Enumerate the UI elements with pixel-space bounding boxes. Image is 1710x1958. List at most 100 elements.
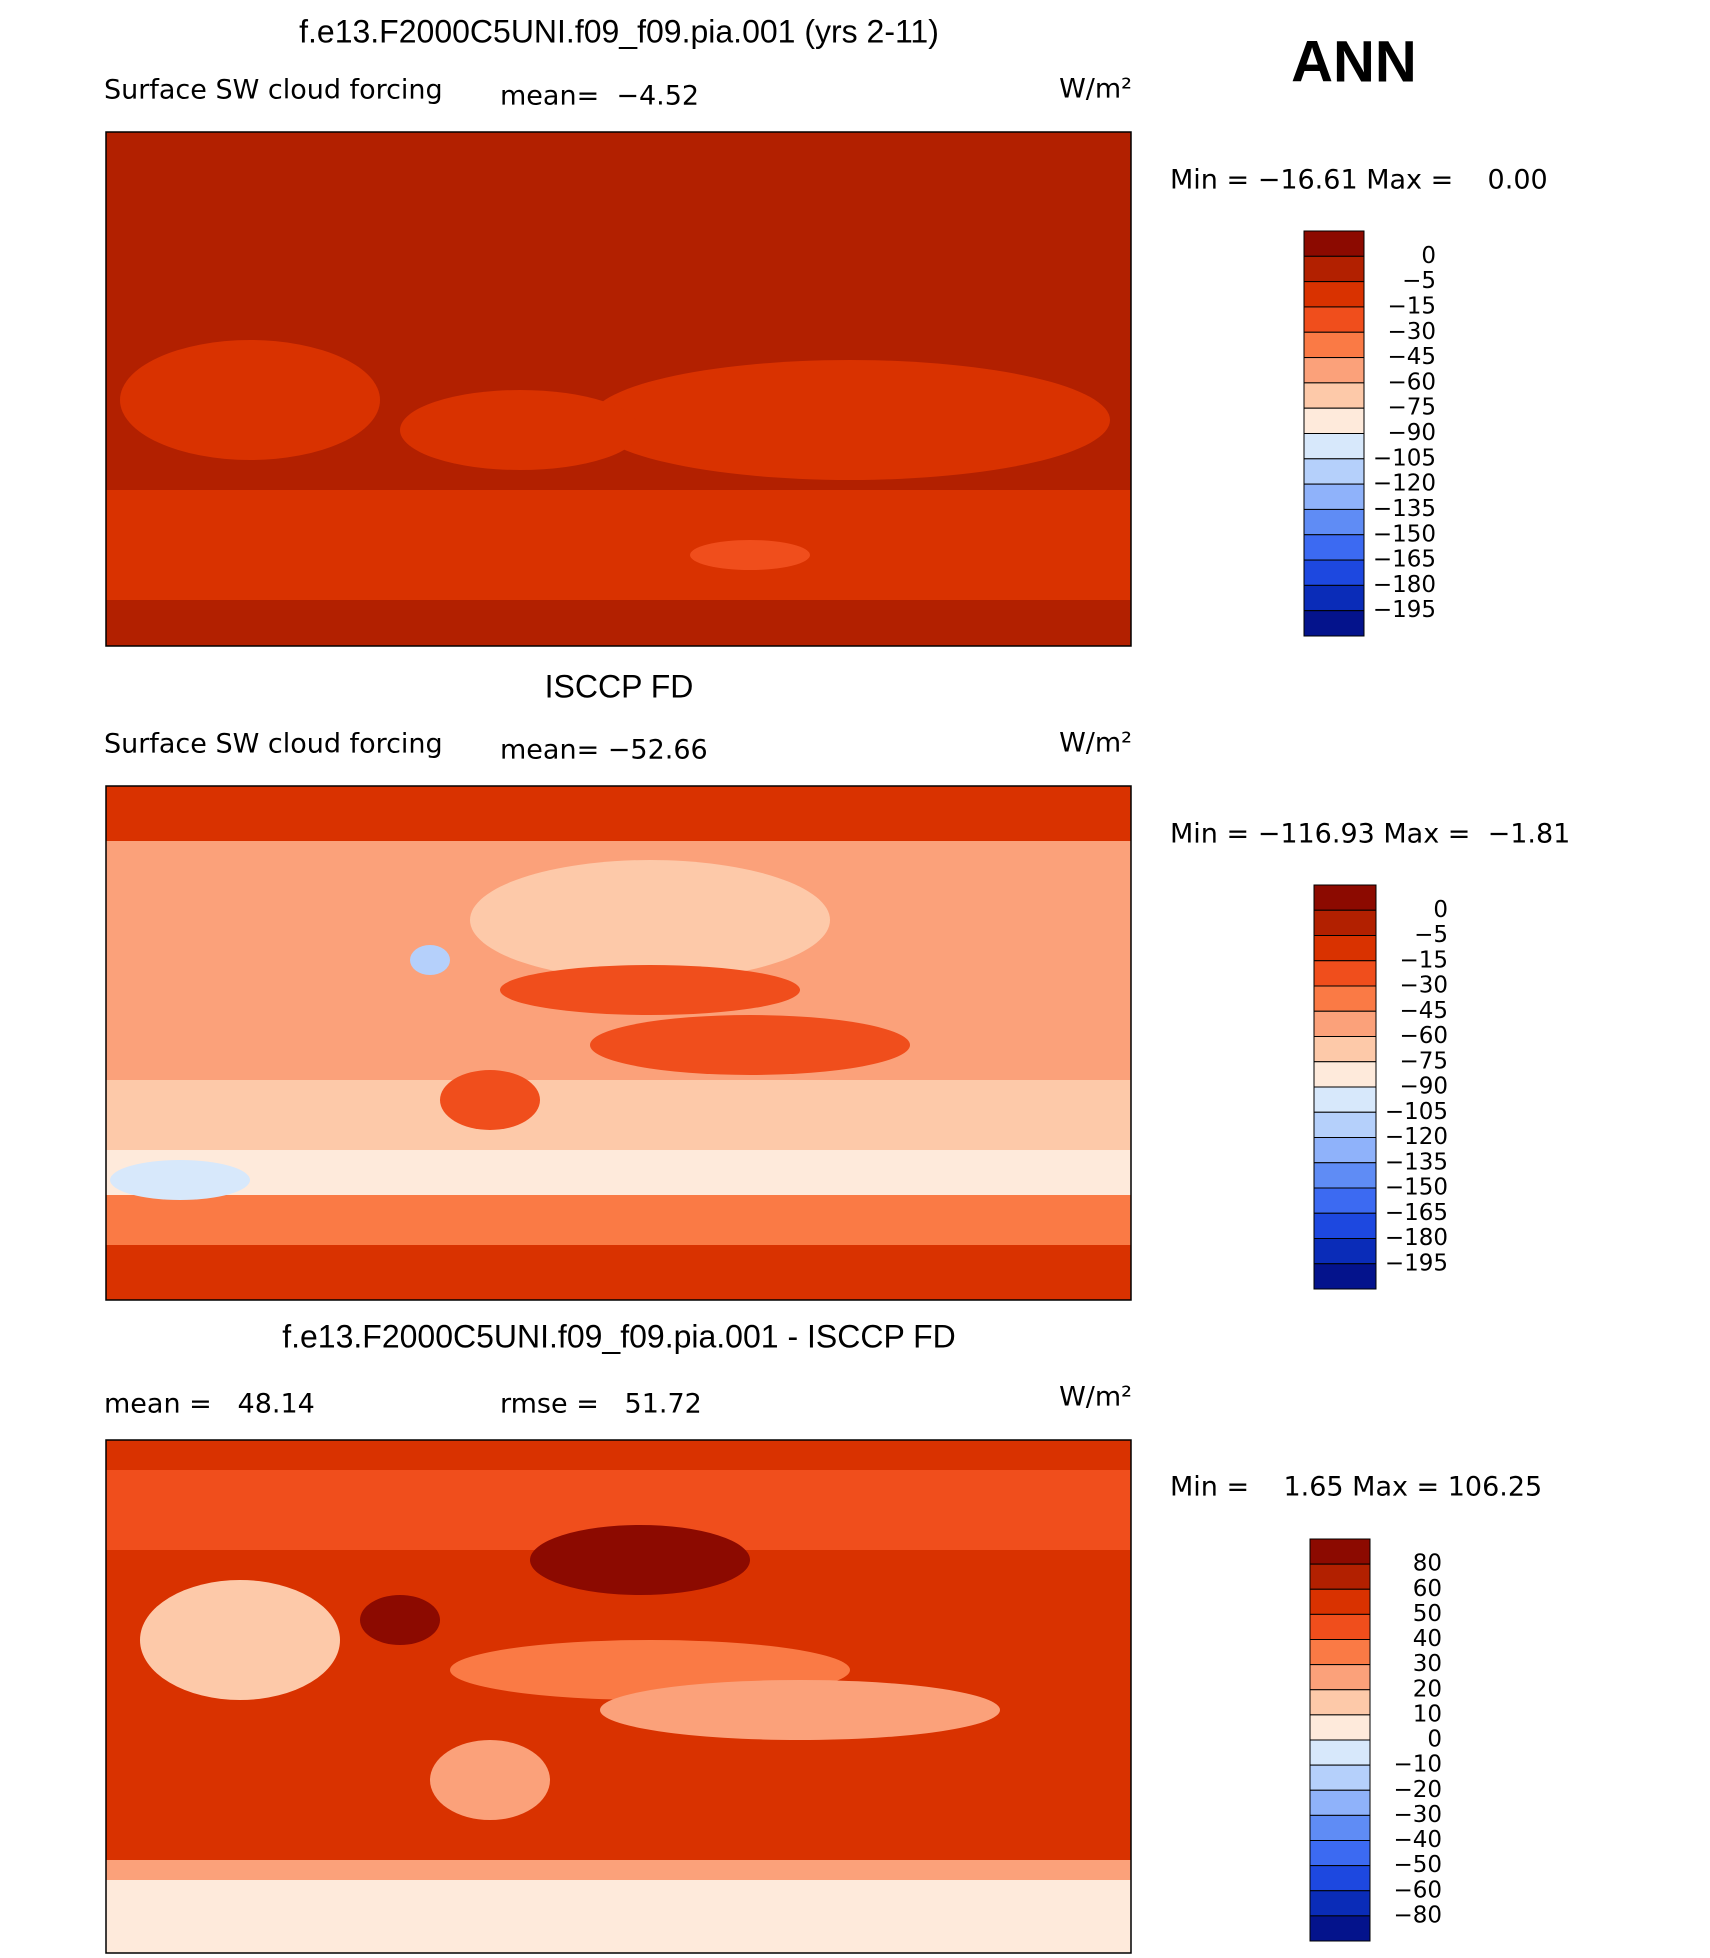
colorbar-box — [1303, 559, 1365, 586]
colorbar-box — [1309, 1588, 1371, 1615]
units: W/m² — [1059, 1382, 1132, 1413]
colorbar-box — [1303, 331, 1365, 359]
colorbar-label: −90 — [1399, 1074, 1448, 1100]
colorbar-label: −60 — [1387, 369, 1436, 395]
colorbar-label: −180 — [1385, 1225, 1448, 1251]
colorbar-box — [1313, 985, 1377, 1012]
season-label: ANN — [1291, 29, 1417, 94]
colorbar-box — [1303, 407, 1365, 434]
mean: mean= −52.66 — [500, 735, 708, 766]
map-frame — [105, 785, 1132, 1301]
colorbar-box — [1309, 1890, 1371, 1917]
colorbar-box — [1309, 1664, 1371, 1691]
colorbar-label: −120 — [1385, 1124, 1448, 1150]
colorbar-box — [1309, 1789, 1371, 1816]
colorbar-box — [1303, 508, 1365, 536]
colorbar-label: −5 — [1402, 268, 1436, 294]
colorbar-label: −195 — [1385, 1250, 1448, 1276]
panel-title: f.e13.F2000C5UNI.f09_f09.pia.001 (yrs 2-… — [299, 13, 939, 49]
colorbar-box — [1303, 433, 1365, 460]
colorbar-label: −15 — [1399, 947, 1448, 973]
colorbar-label: 40 — [1413, 1626, 1442, 1652]
colorbar-box — [1313, 1036, 1377, 1063]
colorbar-box — [1303, 230, 1365, 257]
colorbar-box — [1303, 382, 1365, 409]
colorbar-box — [1313, 1212, 1377, 1239]
colorbar-box — [1303, 458, 1365, 485]
min-max: Min = −16.61 Max = 0.00 — [1170, 165, 1548, 196]
variable: Surface SW cloud forcing — [104, 729, 443, 760]
colorbar-box — [1313, 1086, 1377, 1113]
colorbar-box — [1303, 483, 1365, 510]
colorbar-label: −20 — [1393, 1777, 1442, 1803]
colorbar-box — [1309, 1814, 1371, 1841]
colorbar-box — [1303, 281, 1365, 308]
colorbar-label: −165 — [1385, 1200, 1448, 1226]
colorbar-label: 0 — [1421, 243, 1436, 269]
map — [106, 786, 1131, 1300]
colorbar-box — [1309, 1689, 1371, 1716]
colorbar-box — [1303, 584, 1365, 612]
colorbar-box — [1313, 1238, 1377, 1265]
colorbar-box — [1303, 255, 1365, 283]
colorbar-box — [1309, 1714, 1371, 1741]
map-frame — [105, 1439, 1132, 1954]
colorbar-box — [1309, 1865, 1371, 1892]
colorbar-box — [1313, 1010, 1377, 1037]
colorbar-box — [1313, 1061, 1377, 1088]
colorbar-label: −40 — [1393, 1827, 1442, 1853]
colorbar-label: 0 — [1427, 1727, 1442, 1753]
colorbar-label: −105 — [1373, 445, 1436, 471]
colorbar-label: −5 — [1414, 922, 1448, 948]
colorbar-box — [1309, 1613, 1371, 1640]
colorbar-label: 30 — [1413, 1651, 1442, 1677]
variable: Surface SW cloud forcing — [104, 75, 443, 106]
colorbar-label: −75 — [1399, 1048, 1448, 1074]
colorbar-label: 80 — [1413, 1551, 1442, 1577]
colorbar-box — [1313, 1111, 1377, 1138]
colorbar-box — [1309, 1840, 1371, 1867]
colorbar-label: −80 — [1393, 1902, 1442, 1928]
colorbar-label: −165 — [1373, 547, 1436, 573]
colorbar-label: −30 — [1399, 973, 1448, 999]
colorbar-box — [1309, 1915, 1371, 1942]
colorbar-label: 20 — [1413, 1676, 1442, 1702]
rmse: rmse = 51.72 — [500, 1389, 702, 1420]
map — [106, 132, 1131, 646]
units: W/m² — [1059, 74, 1132, 105]
colorbar-label: −90 — [1387, 420, 1436, 446]
colorbar-box — [1303, 306, 1365, 333]
units: W/m² — [1059, 728, 1132, 759]
panel-title: f.e13.F2000C5UNI.f09_f09.pia.001 - ISCCP… — [282, 1318, 956, 1354]
colorbar-label: −45 — [1399, 998, 1448, 1024]
colorbar-label: 50 — [1413, 1601, 1442, 1627]
map — [106, 1440, 1131, 1953]
colorbar-label: −15 — [1387, 293, 1436, 319]
colorbar-box — [1313, 1263, 1377, 1290]
colorbar-box — [1309, 1639, 1371, 1666]
colorbar-label: −75 — [1387, 395, 1436, 421]
colorbar-label: 0 — [1433, 897, 1448, 923]
colorbar-box — [1309, 1538, 1371, 1565]
colorbar-label: −60 — [1399, 1023, 1448, 1049]
colorbar-box — [1303, 610, 1365, 637]
colorbar-label: −135 — [1385, 1149, 1448, 1175]
colorbar-label: −120 — [1373, 471, 1436, 497]
colorbar-box — [1313, 909, 1377, 936]
colorbar-box — [1303, 357, 1365, 384]
colorbar-label: −150 — [1373, 521, 1436, 547]
min-max: Min = −116.93 Max = −1.81 — [1170, 819, 1570, 850]
colorbar-box — [1313, 935, 1377, 962]
colorbar-box — [1313, 960, 1377, 987]
colorbar-label: −30 — [1393, 1802, 1442, 1828]
colorbar-label: −50 — [1393, 1852, 1442, 1878]
colorbar-label: 60 — [1413, 1576, 1442, 1602]
colorbar-label: −195 — [1373, 597, 1436, 623]
colorbar-box — [1313, 1187, 1377, 1214]
colorbar-label: −105 — [1385, 1099, 1448, 1125]
colorbar-label: −135 — [1373, 496, 1436, 522]
colorbar-label: −30 — [1387, 319, 1436, 345]
mean: mean= −4.52 — [500, 81, 699, 112]
colorbar-label: 10 — [1413, 1701, 1442, 1727]
